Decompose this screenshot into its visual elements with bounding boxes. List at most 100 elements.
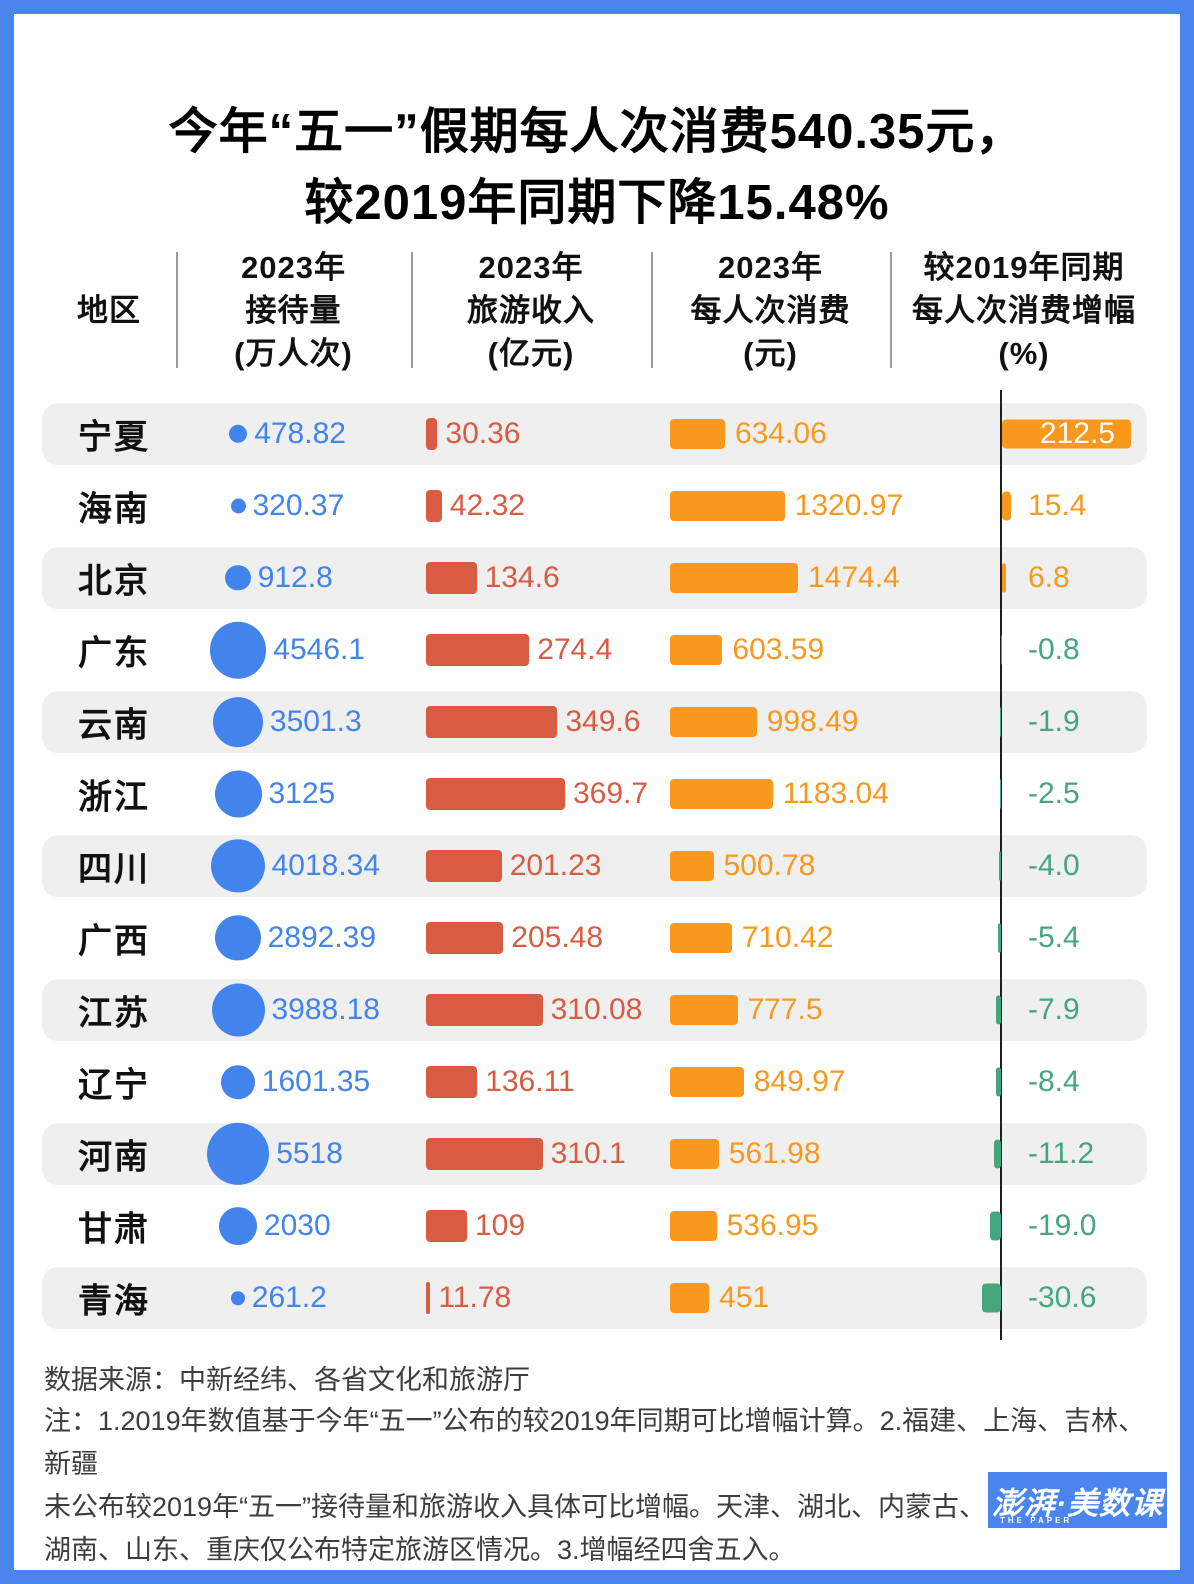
region-label: 海南 (78, 490, 150, 529)
reception-value: 2030 (263, 1209, 331, 1242)
income-bar (426, 850, 502, 882)
change-value: 212.5 (1039, 417, 1115, 450)
change-bar (995, 1067, 1001, 1097)
income-value: 369.7 (573, 777, 649, 810)
spend-bar (670, 635, 723, 665)
change-bar (1002, 563, 1007, 593)
change-bar (998, 851, 1001, 881)
region-label: 广西 (78, 922, 150, 961)
reception-value: 4546.1 (273, 633, 366, 666)
change-value: -30.6 (1028, 1281, 1097, 1314)
header-divider (890, 252, 892, 368)
data-source: 数据来源：中新经纬、各省文化和旅游厅 (44, 1365, 530, 1395)
change-bar (999, 707, 1001, 737)
change-value: -4.0 (1028, 849, 1080, 882)
table-row: 宁夏 478.82 30.36 634.06 212.5 (0, 398, 1194, 470)
spend-value: 998.49 (766, 705, 859, 738)
change-bar (982, 1283, 1001, 1313)
table-row: 云南 3501.3 349.6 998.49 -1.9 (0, 686, 1194, 758)
row-background (42, 403, 1147, 465)
income-bar (426, 994, 543, 1026)
change-bar (997, 923, 1001, 953)
spend-value: 451 (719, 1281, 770, 1314)
reception-value: 3988.18 (271, 993, 380, 1026)
region-label: 云南 (78, 706, 150, 745)
spend-value: 536.95 (726, 1209, 819, 1242)
income-bar (426, 634, 530, 666)
region-label: 四川 (78, 850, 150, 889)
header-divider (411, 252, 413, 368)
spend-bar (670, 707, 757, 737)
income-bar (426, 706, 558, 738)
income-value: 42.32 (449, 489, 525, 522)
header-region: 地区 (77, 292, 141, 328)
row-background (42, 1195, 1147, 1257)
reception-bubble (225, 565, 251, 591)
change-bar (1000, 635, 1002, 665)
region-label: 江苏 (78, 994, 150, 1033)
spend-value: 849.97 (753, 1065, 846, 1098)
reception-bubble (206, 1122, 270, 1186)
row-background (42, 475, 1147, 537)
spend-bar (670, 1283, 710, 1313)
publisher-logo: 澎湃·美数课 THE PAPER (988, 1472, 1167, 1528)
footnote-line-3: 湖南、山东、重庆仅公布特定旅游区情况。3.增幅经四舍五入。 (44, 1535, 796, 1565)
income-value: 30.36 (445, 417, 521, 450)
table-rows: 宁夏 478.82 30.36 634.06 212.5 海南 320.37 4… (0, 390, 1194, 1340)
region-label: 北京 (78, 562, 150, 601)
income-value: 11.78 (438, 1281, 512, 1314)
reception-value: 1601.35 (261, 1065, 371, 1098)
table-row: 海南 320.37 42.32 1320.97 15.4 (0, 470, 1194, 542)
reception-value: 478.82 (254, 417, 346, 450)
row-background (42, 1267, 1147, 1329)
change-value: -5.4 (1028, 921, 1080, 954)
header-reception: 2023年 接待量 (万人次) (234, 249, 353, 371)
region-label: 甘肃 (78, 1210, 150, 1249)
change-value: -1.9 (1028, 705, 1080, 738)
region-label: 辽宁 (78, 1066, 150, 1105)
change-value: -0.8 (1028, 633, 1080, 666)
income-bar (426, 1066, 478, 1098)
logo-text: 澎湃·美数课 (991, 1485, 1164, 1521)
reception-value: 3125 (268, 777, 336, 810)
header-divider (176, 252, 178, 368)
income-bar (426, 922, 504, 954)
spend-value: 1183.04 (782, 777, 889, 810)
table-row: 北京 912.8 134.6 1474.4 6.8 (0, 542, 1194, 614)
spend-bar (670, 1139, 719, 1169)
change-bar (999, 779, 1001, 809)
table-row: 河南 5518 310.1 561.98 -11.2 (0, 1118, 1194, 1190)
header-change: 较2019年同期 每人次消费增幅 (%) (912, 249, 1136, 371)
reception-value: 4018.34 (271, 849, 381, 882)
footnote-line-2: 未公布较2019年“五一”接待量和旅游收入具体可比增幅。天津、湖北、内蒙古、 (44, 1492, 987, 1522)
income-bar (426, 418, 438, 450)
income-value: 310.08 (550, 993, 643, 1026)
spend-bar (670, 1211, 717, 1241)
income-value: 274.4 (537, 633, 613, 666)
region-label: 青海 (78, 1282, 150, 1321)
spend-bar (670, 419, 725, 449)
spend-value: 777.5 (747, 993, 823, 1026)
table-row: 辽宁 1601.35 136.11 849.97 -8.4 (0, 1046, 1194, 1118)
spend-value: 603.59 (732, 633, 825, 666)
reception-bubble (211, 983, 265, 1037)
change-bar (1002, 419, 1131, 449)
zero-axis-line (1000, 390, 1002, 1340)
title-line-2: 较2019年同期下降15.48% (304, 175, 890, 230)
spend-value: 561.98 (728, 1137, 821, 1170)
spend-bar (670, 851, 714, 881)
change-bar (989, 1211, 1001, 1241)
income-bar (426, 1138, 543, 1170)
reception-value: 261.2 (251, 1281, 327, 1314)
change-value: -19.0 (1028, 1209, 1097, 1242)
row-background (42, 547, 1147, 609)
income-bar (426, 1210, 467, 1242)
spend-bar (670, 491, 785, 521)
change-bar (996, 995, 1001, 1025)
reception-bubble (231, 1291, 245, 1305)
reception-value: 912.8 (257, 561, 333, 594)
table-row: 四川 4018.34 201.23 500.78 -4.0 (0, 830, 1194, 902)
region-label: 广东 (78, 634, 150, 673)
table-row: 浙江 3125 369.7 1183.04 -2.5 (0, 758, 1194, 830)
